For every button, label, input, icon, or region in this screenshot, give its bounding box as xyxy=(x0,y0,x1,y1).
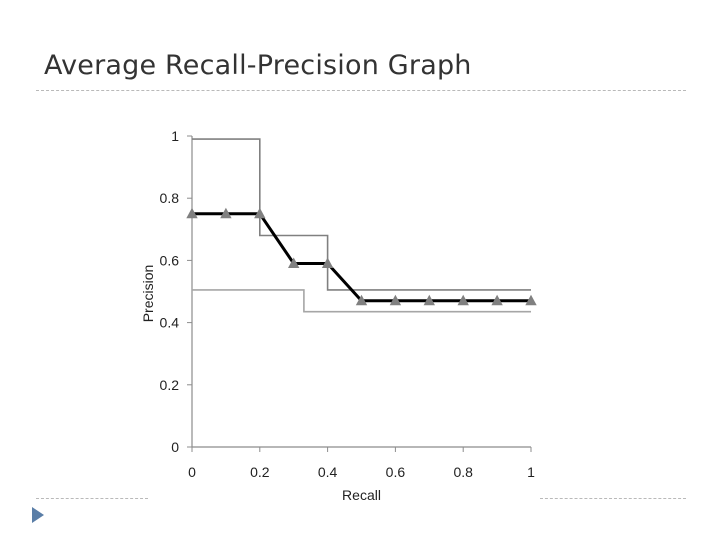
series-3-point xyxy=(525,294,537,306)
y-tick-label: 0.6 xyxy=(160,252,180,268)
slide-title: Average Recall-Precision Graph xyxy=(44,50,472,81)
x-tick-label: 0.4 xyxy=(318,464,338,480)
series-3-point xyxy=(321,257,334,268)
y-tick-label: 0.2 xyxy=(160,377,180,393)
footer-divider-right xyxy=(540,498,686,499)
bullet-arrow-icon xyxy=(32,507,44,523)
series-3-point xyxy=(186,207,198,219)
y-tick-label: 0.8 xyxy=(160,190,180,206)
x-tick-label: 1 xyxy=(527,464,535,480)
y-tick-label: 0 xyxy=(171,439,179,455)
x-axis-label: Recall xyxy=(342,487,381,503)
series-3-point xyxy=(389,294,402,306)
series-1-line xyxy=(192,138,531,291)
series-3-point xyxy=(355,294,368,306)
x-tick-label: 0.8 xyxy=(453,464,473,480)
series-3-point xyxy=(491,294,503,306)
series-2-line xyxy=(192,289,531,313)
series-3-point xyxy=(220,207,232,219)
series-3-point xyxy=(423,294,435,306)
y-tick-label: 1 xyxy=(171,128,179,144)
x-tick-label: 0.6 xyxy=(386,464,406,480)
y-axis-label: Precision xyxy=(140,265,156,323)
footer-divider-left xyxy=(36,498,148,499)
series-3-point xyxy=(457,294,469,306)
series-3-point xyxy=(254,207,266,219)
x-tick-label: 0 xyxy=(188,464,196,480)
y-tick-label: 0.4 xyxy=(160,315,180,331)
series-3-point xyxy=(288,257,300,268)
title-divider xyxy=(36,90,686,91)
x-tick-label: 0.2 xyxy=(250,464,270,480)
